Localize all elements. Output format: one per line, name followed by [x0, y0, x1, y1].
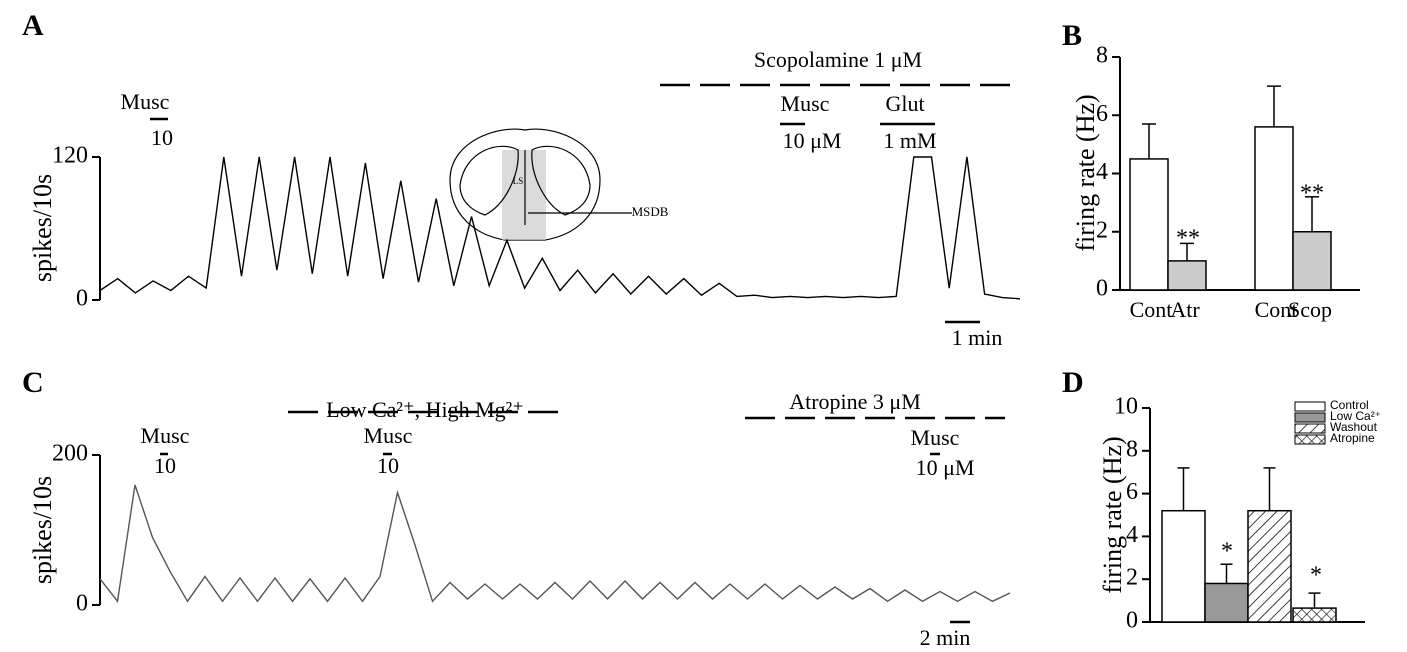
y-tick-label: 0	[76, 591, 88, 617]
y-tick-label: 0	[76, 286, 88, 312]
legend-label: Low Ca²⁺	[1330, 409, 1381, 423]
panel-label: A	[22, 9, 44, 42]
annotation: Atropine 3 μM	[789, 389, 921, 414]
legend-label: Atropine	[1330, 431, 1375, 445]
y-tick-label: 10	[1114, 394, 1138, 420]
y-tick-label: 0	[1126, 608, 1138, 634]
y-axis-label: spikes/10s	[28, 476, 57, 584]
annotation: Low Ca²⁺, High Mg²⁺	[326, 397, 524, 422]
bar	[1292, 607, 1337, 623]
legend-label: Washout	[1330, 420, 1378, 434]
bar	[1292, 231, 1332, 291]
bar	[1129, 158, 1169, 291]
y-tick-label: 120	[52, 143, 88, 169]
y-tick-label: 200	[52, 441, 88, 467]
y-tick-label: 4	[1096, 159, 1108, 185]
x-tick-label: Atr	[1170, 297, 1200, 322]
annotation: Musc	[364, 423, 413, 448]
bar	[1161, 509, 1206, 623]
annotation: Glut	[885, 91, 924, 116]
brain-inset	[449, 128, 632, 241]
y-tick-label: 2	[1096, 217, 1108, 243]
annotation: 10	[154, 453, 176, 478]
annotation: Musc	[781, 91, 830, 116]
annotation: Musc	[121, 89, 170, 114]
panel-label: C	[22, 366, 44, 399]
x-tick-label: Scop	[1288, 297, 1332, 322]
annotation: 10	[377, 453, 399, 478]
legend-swatch	[1294, 434, 1326, 445]
panel-label: B	[1062, 19, 1082, 52]
legend-label: Control	[1330, 398, 1369, 412]
application-bars	[150, 83, 1015, 624]
y-tick-label: 6	[1126, 479, 1138, 505]
annotation: 10 μM	[783, 128, 842, 153]
y-axis-label: firing rate (Hz)	[1071, 94, 1100, 251]
y-tick-label: 4	[1126, 522, 1138, 548]
y-tick-label: 2	[1126, 565, 1138, 591]
bar	[1247, 509, 1292, 623]
x-tick-label: Cont	[1130, 297, 1173, 322]
annotation: 1 mM	[883, 128, 936, 153]
x-tick-label: Cont	[1255, 297, 1298, 322]
annotation: 10 μM	[916, 455, 975, 480]
y-axis-label: spikes/10s	[28, 174, 57, 282]
legend-swatch	[1294, 412, 1326, 423]
bar	[1167, 260, 1207, 291]
panel-label: D	[1062, 366, 1084, 399]
y-tick-label: 0	[1096, 276, 1108, 302]
annotation: Musc	[911, 425, 960, 450]
annotation: Scopolamine 1 μM	[754, 47, 922, 72]
bar	[1254, 126, 1294, 291]
annotation: MSDB	[632, 204, 669, 219]
annotation: *	[1221, 539, 1233, 565]
y-axis-label: firing rate (Hz)	[1098, 436, 1127, 593]
legend-swatch	[1294, 423, 1326, 434]
annotation: 2 min	[920, 625, 971, 650]
y-tick-label: 8	[1126, 436, 1138, 462]
trace	[99, 484, 1011, 604]
annotation: *	[1310, 563, 1322, 589]
y-tick-label: 6	[1096, 101, 1108, 127]
bar	[1204, 582, 1249, 623]
y-tick-label: 8	[1096, 43, 1108, 69]
annotation: 10	[151, 125, 173, 150]
annotation: Musc	[141, 423, 190, 448]
annotation: LS	[513, 176, 524, 186]
trace	[99, 156, 1021, 300]
annotation: **	[1176, 226, 1200, 252]
legend-swatch	[1294, 401, 1326, 412]
annotation: 1 min	[952, 325, 1003, 350]
